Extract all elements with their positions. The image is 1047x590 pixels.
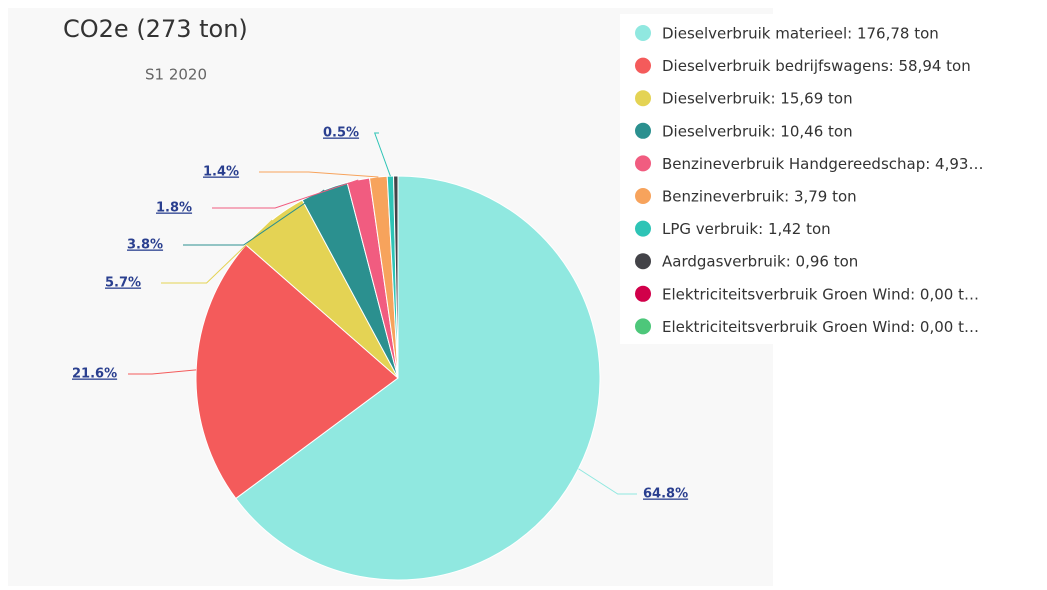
- legend-marker: [635, 285, 651, 302]
- legend-marker: [635, 90, 651, 107]
- connector-line: [373, 132, 391, 177]
- data-label: 5.7%: [105, 276, 141, 291]
- legend-label: Benzineverbruik: 3,79 ton: [662, 188, 857, 206]
- legend-marker: [635, 122, 651, 139]
- data-label: 0.5%: [323, 126, 359, 141]
- data-label: 64.8%: [643, 487, 688, 502]
- data-label: 3.8%: [127, 238, 163, 253]
- legend-marker: [635, 25, 651, 41]
- connector-line: [183, 189, 325, 246]
- connector-line: [578, 468, 637, 495]
- legend-label: Dieselverbruik materieel: 176,78 ton: [662, 25, 939, 43]
- connector-line: [212, 179, 359, 209]
- connector-line: [259, 171, 379, 178]
- legend-marker: [635, 188, 651, 204]
- chart-subtitle: S1 2020: [145, 66, 207, 84]
- legend-label: Dieselverbruik bedrijfswagens: 58,94 ton: [662, 57, 971, 75]
- legend-label: Benzineverbruik Handgereedschap: 4,93…: [662, 155, 983, 173]
- legend-marker: [635, 253, 651, 270]
- legend-label: Elektriciteitsverbruik Groen Wind: 0,00 …: [662, 285, 979, 303]
- legend-marker: [635, 318, 651, 335]
- legend-label: Elektriciteitsverbruik Groen Wind: 0,00 …: [662, 318, 979, 336]
- legend-background: [620, 14, 1047, 344]
- legend-label: Aardgasverbruik: 0,96 ton: [662, 253, 858, 271]
- legend-marker: [635, 57, 651, 74]
- chart-title: CO2e (273 ton): [63, 15, 248, 43]
- legend-label: Dieselverbruik: 10,46 ton: [662, 122, 853, 140]
- legend-marker: [635, 155, 651, 172]
- pie-slice: [393, 175, 399, 379]
- legend-label: Dieselverbruik: 15,69 ton: [662, 90, 853, 108]
- data-label: 1.8%: [156, 201, 192, 216]
- data-label: 21.6%: [72, 367, 117, 382]
- data-label: 1.4%: [203, 165, 239, 180]
- legend-marker: [635, 220, 651, 237]
- legend-label: LPG verbruik: 1,42 ton: [662, 220, 831, 238]
- connector-line: [128, 369, 197, 375]
